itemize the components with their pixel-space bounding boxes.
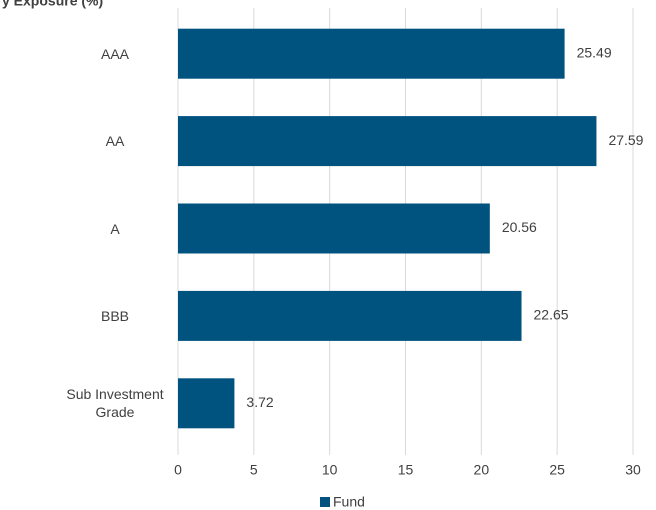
data-label: 27.59 (608, 132, 643, 148)
data-label: 3.72 (246, 394, 273, 410)
bar (178, 378, 235, 429)
x-tick-label: 15 (398, 462, 414, 478)
legend-swatch (320, 497, 330, 507)
y-tick-label: AAA (100, 45, 129, 62)
x-tick-label: 25 (549, 462, 565, 478)
chart-title: y Exposure (%) (2, 0, 103, 9)
x-tick-label: 10 (322, 462, 338, 478)
y-tick-label: BBB (100, 307, 129, 324)
bar (178, 116, 597, 167)
bar (178, 290, 522, 341)
data-label: 22.65 (534, 307, 569, 323)
bar (178, 203, 490, 254)
data-label: 20.56 (502, 219, 537, 235)
legend-label: Fund (333, 494, 365, 510)
x-tick-label: 0 (174, 462, 182, 478)
x-tick-label: 5 (250, 462, 258, 478)
y-tick-label: A (110, 220, 120, 237)
data-label: 25.49 (577, 44, 612, 60)
bar (178, 28, 565, 79)
x-tick-label: 20 (474, 462, 490, 478)
y-tick-label: AA (105, 133, 125, 150)
y-tick-label: Sub Investment Grade (66, 386, 164, 421)
x-tick-label: 30 (625, 462, 641, 478)
